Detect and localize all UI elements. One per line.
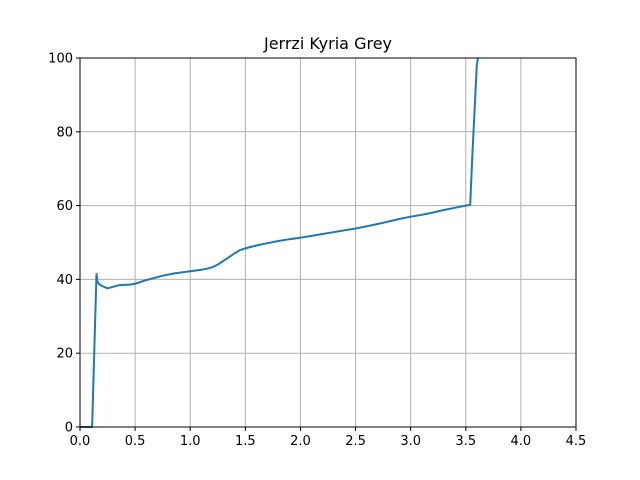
x-axis-ticks: 0.0 0.5 1.0 1.5 2.0 2.5 3.0 3.5 4.0 4.5 bbox=[70, 427, 587, 449]
y-tick-label: 100 bbox=[48, 52, 73, 67]
x-tick-label: 4.0 bbox=[511, 434, 532, 449]
x-tick-label: 0.5 bbox=[125, 434, 146, 449]
y-tick-label: 40 bbox=[56, 273, 73, 288]
x-tick-label: 4.5 bbox=[566, 434, 587, 449]
y-axis-ticks: 0 20 40 60 80 100 bbox=[48, 52, 80, 436]
chart-title: Jerrzi Kyria Grey bbox=[263, 34, 392, 53]
axes-frame bbox=[79, 57, 577, 428]
x-tick-label: 2.5 bbox=[345, 434, 366, 449]
y-tick-label: 20 bbox=[56, 347, 73, 362]
x-tick-label: 1.0 bbox=[180, 434, 201, 449]
x-tick-label: 0.0 bbox=[70, 434, 91, 449]
x-tick-label: 2.0 bbox=[290, 434, 311, 449]
x-tick-label: 3.5 bbox=[455, 434, 476, 449]
series-layer bbox=[80, 57, 479, 428]
series-line bbox=[80, 57, 479, 428]
y-tick-label: 80 bbox=[56, 125, 73, 140]
x-tick-label: 1.5 bbox=[235, 434, 256, 449]
x-tick-label: 3.0 bbox=[400, 434, 421, 449]
y-tick-label: 60 bbox=[56, 199, 73, 214]
y-tick-label: 0 bbox=[65, 421, 73, 436]
